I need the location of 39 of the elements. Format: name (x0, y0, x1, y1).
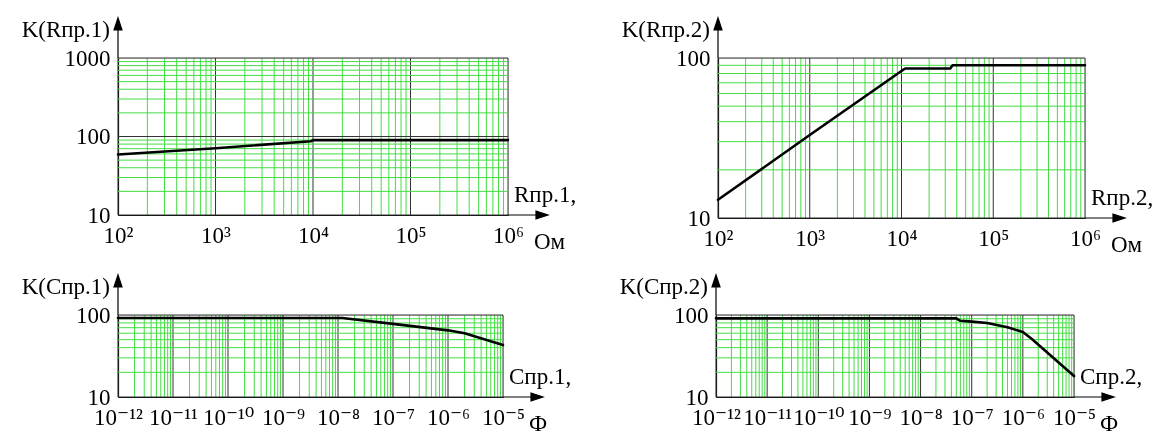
x-tick-label: 10³ (795, 225, 826, 251)
x-tick-label: 10⁻¹⁰ (793, 404, 845, 430)
x-tick-label: 10⁴ (297, 222, 330, 248)
x-tick-label: 10⁶ (1069, 225, 1102, 251)
x-tick-label: 10⁻⁸ (899, 404, 943, 430)
x-tick-label: 10⁶ (492, 222, 525, 248)
x-axis-title: Cпр.2, (1080, 364, 1143, 389)
y-axis-title: K(Cпр.1) (21, 274, 110, 299)
x-tick-label: 10⁻⁹ (261, 404, 306, 430)
x-tick-label: 10³ (201, 222, 232, 248)
x-tick-label: 10⁻⁵ (1052, 404, 1097, 430)
y-tick-label: 100 (676, 45, 711, 71)
y-axis-title: K(Rпр.1) (21, 17, 110, 42)
y-tick-label: 100 (76, 124, 111, 149)
y-tick-label: 100 (76, 302, 111, 328)
x-tick-label: 10⁻⁷ (371, 404, 416, 430)
x-tick-label: 10⁴ (886, 225, 918, 251)
y-axis-title: K(Cпр.2) (619, 274, 708, 299)
y-tick-label: 100 (674, 302, 709, 328)
x-axis-title: Rпр.2, (1091, 185, 1154, 210)
x-axis-title: Rпр.1, (514, 182, 577, 207)
x-tick-label: 10⁻¹¹ (743, 404, 793, 430)
text: Ф (1100, 411, 1119, 435)
x-tick-label: 10⁻⁶ (426, 404, 471, 430)
y-tick-label: 1000 (64, 45, 111, 71)
x-tick-label: 10⁻⁶ (1001, 404, 1045, 430)
x-tick-label: 10⁻⁷ (950, 404, 994, 430)
y-axis-title: K(Rпр.2) (621, 17, 710, 42)
x-axis-title: Cпр.1, (509, 364, 572, 389)
x-tick-label: 10⁻⁵ (481, 404, 526, 430)
x-tick-label: 10⁵ (978, 225, 1010, 251)
text: Ф (529, 411, 548, 435)
x-tick-label: 10⁵ (395, 222, 427, 248)
x-tick-label: 10⁻⁹ (848, 404, 892, 430)
x-tick-label: 10⁻¹⁰ (202, 404, 255, 430)
x-tick-label: 10⁻⁸ (316, 404, 361, 430)
text: Ом (534, 229, 566, 254)
x-tick-label: 10⁻¹¹ (149, 404, 199, 430)
text: Ом (1111, 232, 1143, 257)
